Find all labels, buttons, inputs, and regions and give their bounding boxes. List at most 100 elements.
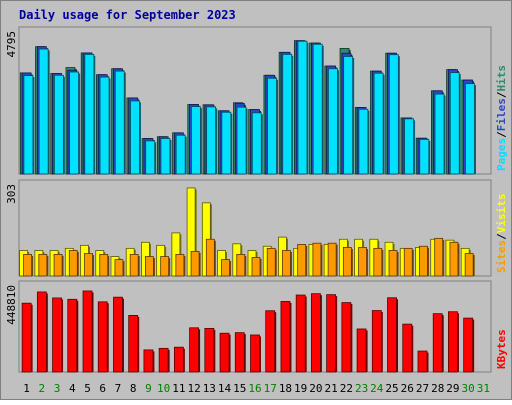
bar-pages-day-15 (236, 106, 247, 175)
x-tick-label-day-19: 19 (294, 382, 307, 395)
bar-sites-day-28 (434, 237, 444, 277)
panel-visits: 303 Sites/Visits (5, 179, 508, 277)
bar-kbytes-day-2 (36, 291, 47, 373)
bar-kbytes-day-22 (341, 302, 352, 373)
bar-sites-day-6 (99, 254, 109, 277)
x-tick-label-day-18: 18 (279, 382, 292, 395)
bar-sites-day-26 (403, 247, 413, 277)
legend-separator: / (495, 91, 508, 98)
bar-pages-day-25 (388, 54, 399, 175)
bar-pages-day-6 (99, 76, 110, 175)
bar-kbytes-day-30 (463, 317, 474, 373)
x-tick-label-day-2: 2 (39, 382, 46, 395)
panel-kbytes-legend: KBytes (495, 329, 508, 369)
x-tick-label-day-8: 8 (130, 382, 137, 395)
x-tick-label-day-21: 21 (325, 382, 338, 395)
bar-sites-day-7 (114, 259, 124, 277)
bar-sites-day-1 (23, 254, 33, 277)
bar-kbytes-day-8 (128, 314, 139, 373)
bar-pages-day-2 (38, 48, 49, 175)
x-tick-label-day-29: 29 (446, 382, 459, 395)
x-tick-label-day-23: 23 (355, 382, 368, 395)
chart-title: Daily usage for September 2023 (19, 8, 236, 22)
bar-kbytes-day-10 (158, 347, 169, 373)
x-tick-label-day-3: 3 (54, 382, 61, 395)
bar-sites-day-23 (358, 247, 367, 277)
panel-kbytes-max-label: 448810 (5, 285, 18, 325)
x-tick-label-day-15: 15 (233, 382, 246, 395)
bar-pages-day-13 (206, 106, 217, 175)
bar-kbytes-day-16 (250, 334, 260, 373)
bar-pages-day-30 (465, 83, 475, 175)
x-tick-label-day-17: 17 (264, 382, 277, 395)
bar-sites-day-20 (312, 242, 322, 277)
panel-hits: 4795 Pages/Files/Hits (5, 26, 508, 175)
bar-pages-day-18 (282, 54, 293, 175)
bar-kbytes-day-25 (387, 297, 397, 373)
bar-sites-day-3 (53, 254, 63, 277)
panel-hits-legend-text: Pages/Files/Hits (495, 65, 508, 171)
bar-sites-day-25 (388, 250, 398, 277)
bar-sites-day-13 (205, 238, 215, 277)
bar-kbytes-day-3 (52, 297, 62, 373)
bar-pages-day-24 (373, 72, 384, 175)
x-tick-label-day-6: 6 (99, 382, 106, 395)
panel-hits-max-label: 4795 (5, 31, 18, 58)
bar-sites-day-16 (251, 257, 261, 277)
bar-pages-day-8 (130, 100, 140, 175)
x-tick-label-day-4: 4 (69, 382, 76, 395)
legend-entry-sites: Sites (495, 240, 508, 273)
bar-pages-day-1 (23, 75, 34, 175)
bar-sites-day-4 (68, 250, 78, 277)
bar-kbytes-day-4 (67, 298, 78, 373)
bar-kbytes-day-12 (189, 327, 199, 373)
bar-sites-day-30 (464, 253, 474, 277)
panel-visits-max-label: 303 (5, 184, 18, 204)
panel-kbytes-legend-text: KBytes (495, 329, 508, 369)
bar-sites-day-14 (221, 259, 230, 277)
x-tick-label-day-16: 16 (248, 382, 261, 395)
x-tick-label-day-27: 27 (416, 382, 429, 395)
x-tick-label-day-31: 31 (477, 382, 490, 395)
bar-pages-day-14 (221, 111, 232, 175)
bar-pages-day-20 (312, 43, 323, 175)
bar-kbytes-day-14 (219, 332, 230, 373)
x-tick-label-day-13: 13 (203, 382, 216, 395)
bar-pages-day-28 (434, 93, 445, 175)
bar-pages-day-16 (251, 112, 262, 175)
bar-sites-day-10 (160, 256, 170, 277)
bar-pages-day-21 (328, 68, 338, 175)
x-tick-label-day-12: 12 (187, 382, 200, 395)
bar-pages-day-5 (84, 54, 95, 175)
x-tick-label-day-5: 5 (84, 382, 91, 395)
bar-kbytes-day-27 (417, 350, 428, 373)
bar-pages-day-23 (358, 108, 369, 175)
x-tick-label-day-24: 24 (370, 382, 384, 395)
panel-kbytes: 448810 KBytes (5, 280, 508, 373)
bar-kbytes-day-28 (432, 313, 443, 373)
chart-panels: 4795 Pages/Files/Hits 303 Sites / Visits 44881… (5, 26, 508, 373)
x-tick-label-day-7: 7 (115, 382, 122, 395)
x-tick-label-day-10: 10 (157, 382, 170, 395)
series-pages (23, 40, 476, 175)
series-kbytes (21, 290, 475, 373)
bar-kbytes-day-9 (143, 349, 154, 373)
legend-entry-visits: Visits (495, 194, 508, 234)
bar-kbytes-day-19 (295, 294, 306, 373)
x-axis-labels: 1 2 3 4 5 6 7 8 9 10 11 12 13 14 15 16 17 18 19 20 21 22 23 24 2… (23, 382, 490, 395)
bar-pages-day-27 (419, 139, 430, 175)
bar-pages-day-26 (404, 118, 414, 175)
bar-kbytes-day-24 (371, 310, 382, 373)
bar-kbytes-day-18 (280, 301, 291, 373)
series-sites (23, 237, 475, 277)
bar-sites-day-22 (342, 247, 352, 277)
legend-entry-kbytes: KBytes (495, 329, 508, 369)
bar-pages-day-17 (267, 77, 277, 175)
bar-kbytes-day-6 (97, 301, 108, 373)
bar-sites-day-21 (327, 242, 337, 277)
bar-sites-day-5 (84, 253, 93, 277)
bar-kbytes-day-15 (234, 332, 245, 373)
bar-sites-day-9 (145, 256, 154, 277)
bar-pages-day-9 (145, 140, 156, 175)
